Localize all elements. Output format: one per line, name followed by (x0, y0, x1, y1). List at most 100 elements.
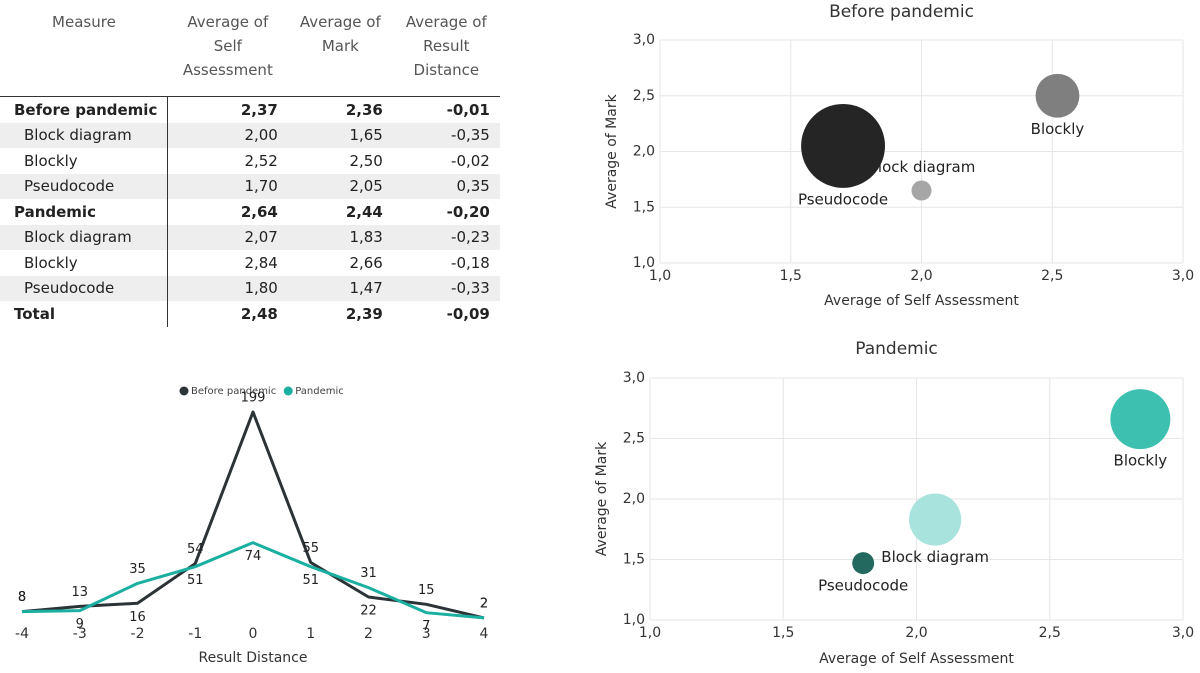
y-tick-label: 3,0 (623, 370, 645, 386)
table-row: Pseudocode 1,70 2,05 0,35 (0, 173, 500, 199)
y-tick-label: 1,5 (623, 552, 645, 568)
bubble-label: Pseudocode (798, 190, 888, 208)
y-tick-label: 2,0 (633, 144, 655, 160)
column-header: Average of Self Assessment (182, 13, 273, 79)
table-cell: 0,35 (392, 173, 500, 199)
bubble-label: Pseudocode (818, 577, 908, 595)
chart-title: Before pandemic (829, 2, 974, 22)
data-label: 22 (360, 604, 377, 619)
table-cell: 2,44 (345, 202, 383, 221)
legend-swatch (283, 386, 293, 396)
line-series (21, 541, 485, 620)
table-cell: 2,48 (240, 304, 278, 323)
data-label: 13 (71, 585, 88, 600)
x-tick-label: 3,0 (1172, 268, 1194, 284)
x-tick-label: 2,0 (910, 268, 932, 284)
data-label: 35 (129, 562, 146, 577)
row-label: Pandemic (0, 199, 169, 225)
y-tick-label: 1,0 (623, 612, 645, 628)
x-tick-label: -4 (15, 626, 29, 642)
x-tick-label: 2 (364, 626, 373, 642)
y-tick-label: 1,0 (633, 255, 655, 271)
y-tick-label: 3,0 (633, 32, 655, 48)
table-row: Pandemic 2,64 2,44 -0,20 (0, 199, 500, 225)
line-series (21, 410, 485, 620)
x-tick-label: 3,0 (1172, 625, 1194, 641)
table-cell: -0,20 (446, 202, 490, 221)
data-label: 16 (129, 610, 146, 625)
table-cell: -0,35 (392, 122, 500, 148)
table-cell: 2,52 (244, 151, 278, 170)
column-header: Measure (52, 13, 116, 31)
row-label: Pseudocode (0, 275, 169, 301)
data-label: 31 (360, 566, 377, 581)
bubble (852, 552, 875, 575)
x-axis-title: Result Distance (199, 650, 308, 666)
legend-swatch (179, 386, 189, 396)
table-cell: 2,39 (345, 304, 383, 323)
row-label: Before pandemic (0, 96, 169, 123)
table-row: Blockly 2,84 2,66 -0,18 (0, 250, 500, 276)
x-tick-label: 3 (422, 626, 431, 642)
table-cell: 1,47 (287, 275, 393, 301)
y-axis-title: Average of Mark (594, 441, 610, 556)
bubble (909, 493, 962, 546)
x-axis-title: Average of Self Assessment (819, 651, 1014, 667)
bubble-label: Block diagram (881, 548, 989, 566)
y-tick-label: 2,5 (633, 88, 655, 104)
x-tick-label: 1,0 (649, 268, 671, 284)
data-label: 199 (241, 391, 266, 406)
y-tick-label: 2,0 (623, 491, 645, 507)
data-label: 51 (302, 573, 319, 588)
table-cell: -0,18 (451, 253, 490, 272)
row-label: Total (0, 301, 169, 327)
x-tick-label: -2 (131, 626, 145, 642)
bubble-label: Blockly (1031, 120, 1085, 138)
table-cell: 1,80 (167, 275, 288, 301)
table-cell: -0,09 (446, 304, 490, 323)
x-tick-label: 1 (306, 626, 315, 642)
table-cell: -0,33 (392, 275, 500, 301)
column-header: Average of Result Distance (405, 13, 487, 79)
x-tick-label: 1,5 (772, 625, 794, 641)
bubble-label: Block diagram (868, 158, 976, 176)
table-cell: 2,50 (349, 151, 383, 170)
table-cell: 1,65 (287, 122, 393, 148)
x-tick-label: 4 (480, 626, 489, 642)
table-cell: 2,36 (287, 96, 393, 123)
x-tick-label: 1,0 (639, 625, 661, 641)
data-label: 8 (18, 590, 26, 605)
x-tick-label: 2,0 (905, 625, 927, 641)
row-label: Blockly (0, 148, 169, 174)
y-axis-title: Average of Mark (604, 93, 620, 208)
table-cell: 2,66 (349, 253, 383, 272)
bubble (801, 103, 886, 188)
row-label: Blockly (0, 250, 169, 276)
bubble (1110, 389, 1171, 450)
x-axis-title: Average of Self Assessment (824, 293, 1019, 309)
table-cell: 2,84 (244, 253, 278, 272)
data-label: 9 (76, 617, 84, 632)
row-label: Block diagram (0, 224, 169, 250)
data-label: 2 (480, 596, 488, 611)
table-cell: -0,23 (392, 224, 500, 250)
table-row: Total 2,48 2,39 -0,09 (0, 301, 500, 327)
table-cell: 1,83 (287, 224, 393, 250)
x-tick-label: 2,5 (1039, 625, 1061, 641)
row-label: Pseudocode (0, 173, 169, 199)
table-cell: 2,64 (240, 202, 278, 221)
legend-label: Pandemic (295, 386, 344, 397)
y-tick-label: 2,5 (623, 431, 645, 447)
x-tick-label: 1,5 (780, 268, 802, 284)
table-cell: 2,05 (287, 173, 393, 199)
bubble (1035, 73, 1080, 118)
table-cell: 2,07 (167, 224, 288, 250)
legend-label: Before pandemic (191, 386, 276, 397)
data-label: 2 (480, 596, 488, 611)
x-tick-label: 0 (249, 626, 258, 642)
table-cell: 2,37 (167, 96, 288, 123)
table-cell: -0,02 (451, 151, 490, 170)
data-label: 54 (187, 542, 204, 557)
row-label: Block diagram (0, 122, 169, 148)
